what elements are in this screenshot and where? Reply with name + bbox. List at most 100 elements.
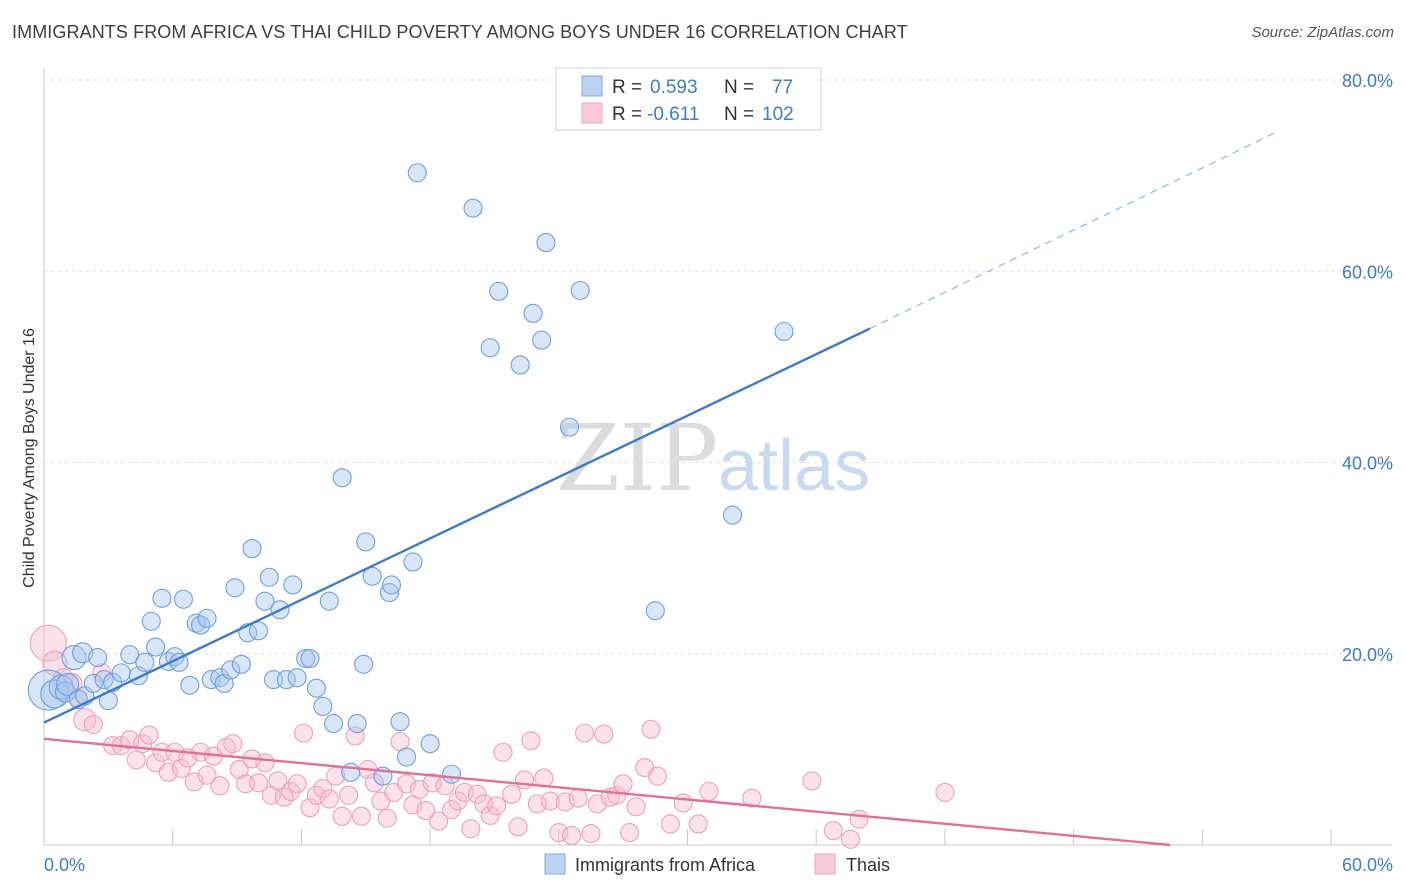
thai-point	[514, 770, 535, 790]
africa-point	[287, 668, 307, 688]
bottom-legend: Immigrants from Africa Thais	[544, 853, 890, 875]
africa-point	[145, 637, 166, 657]
y-tick-labels: 20.0% 40.0% 60.0% 80.0%	[1342, 71, 1393, 665]
thai-point	[508, 817, 528, 837]
thai-point	[313, 779, 333, 799]
africa-point	[180, 675, 200, 695]
legend-r-label-africa: R =	[612, 77, 642, 98]
bottom-legend-swatch-thai	[814, 853, 836, 875]
thai-point	[673, 793, 693, 813]
y-tick-label-60: 60.0%	[1342, 262, 1393, 282]
africa-point	[523, 303, 543, 323]
thai-point	[429, 811, 449, 831]
africa-point	[313, 696, 333, 716]
thai-point	[699, 781, 719, 802]
thai-point	[502, 784, 522, 804]
africa-point	[774, 321, 794, 342]
legend-swatch-thai	[581, 102, 603, 124]
africa-point	[489, 281, 509, 301]
thai-point	[594, 724, 614, 744]
y-tick-label-80: 80.0%	[1342, 71, 1393, 91]
chart-title: IMMIGRANTS FROM AFRICA VS THAI CHILD POV…	[12, 22, 908, 42]
thai-point	[540, 791, 560, 811]
y-tick-label-40: 40.0%	[1342, 454, 1393, 474]
africa-point	[231, 654, 251, 674]
africa-point	[83, 673, 103, 693]
watermark-atlas: atlas	[718, 426, 870, 506]
thai-point	[126, 750, 146, 770]
thai-point	[29, 624, 67, 662]
africa-point	[306, 678, 326, 698]
y-tick-label-20: 20.0%	[1342, 645, 1393, 665]
thai-point	[935, 782, 955, 802]
thai-point	[613, 774, 633, 794]
thai-point	[139, 725, 159, 745]
thai-point	[467, 784, 487, 804]
thai-point	[145, 753, 166, 773]
thai-point	[171, 758, 191, 779]
thai-point	[521, 731, 541, 751]
africa-point	[197, 608, 217, 628]
thai-point	[339, 785, 359, 805]
thai-point	[158, 762, 178, 782]
africa-point	[356, 532, 376, 552]
africa-point	[242, 539, 262, 559]
africa-point	[379, 582, 399, 603]
africa-point	[536, 233, 556, 253]
africa-point	[259, 567, 279, 587]
africa-point	[559, 417, 580, 437]
thai-point	[210, 776, 230, 796]
watermark-zip: ZIP	[556, 405, 718, 512]
thai-point	[574, 723, 595, 743]
africa-point	[173, 589, 193, 609]
legend-n-label-africa: N =	[724, 77, 754, 98]
thai-point	[802, 771, 822, 791]
africa-point	[283, 575, 303, 595]
thai-point	[293, 723, 314, 743]
africa-point	[248, 621, 269, 641]
thai-point	[73, 708, 97, 732]
thai-point	[248, 773, 269, 793]
thai-point	[607, 785, 627, 805]
legend-r-label-thai: R =	[612, 104, 642, 125]
thai-point	[823, 821, 843, 841]
thai-point	[83, 714, 103, 735]
thai-point	[255, 753, 275, 773]
thai-point	[641, 719, 661, 739]
thai-point	[487, 796, 507, 816]
legend-n-value-thai: 102	[762, 104, 794, 125]
x-tick-label-max: 60.0%	[1342, 855, 1393, 875]
thai-point	[319, 789, 339, 809]
africa-point	[221, 660, 241, 680]
africa-point	[141, 611, 161, 631]
thai-point	[332, 806, 352, 826]
thai-point	[620, 823, 640, 843]
africa-point	[463, 198, 483, 218]
grid-lines	[44, 79, 1392, 655]
africa-point	[441, 764, 462, 784]
africa-point	[645, 601, 665, 621]
africa-point	[72, 642, 94, 664]
africa-trend-line	[43, 327, 871, 724]
bottom-legend-label-thai: Thais	[846, 855, 890, 875]
thai-point	[568, 788, 588, 808]
africa-point	[111, 663, 131, 683]
thai-point	[555, 792, 575, 812]
africa-point	[324, 714, 344, 734]
africa-point	[570, 280, 590, 300]
africa-point	[480, 338, 500, 358]
africa-point	[225, 578, 245, 598]
africa-point	[354, 654, 374, 674]
africa-point	[390, 712, 410, 732]
africa-point	[403, 552, 423, 572]
bottom-legend-swatch-africa	[544, 853, 566, 875]
y-axis-label: Child Poverty Among Boys Under 16	[21, 328, 38, 588]
thai-point	[281, 781, 301, 802]
thai-point	[287, 774, 307, 794]
legend-swatch-africa	[581, 75, 603, 97]
thai-point	[377, 808, 397, 828]
africa-point	[347, 714, 367, 734]
legend-n-label-thai: N =	[724, 104, 754, 125]
thai-point	[268, 771, 288, 791]
